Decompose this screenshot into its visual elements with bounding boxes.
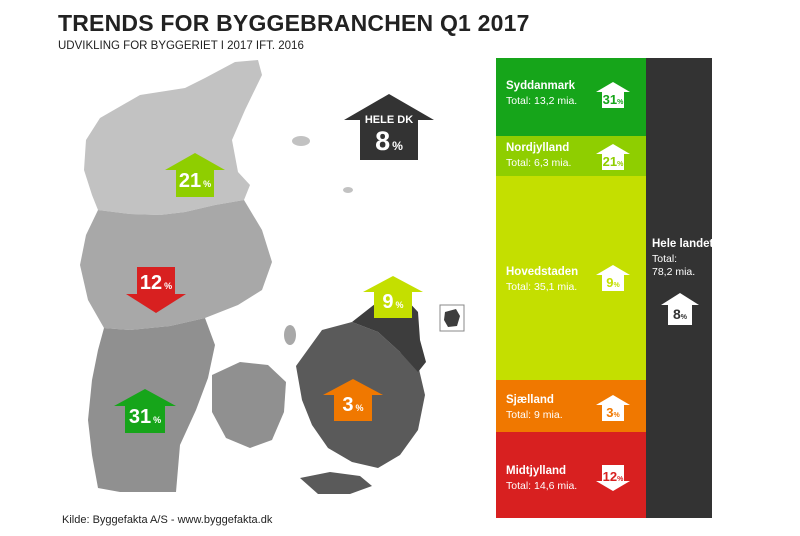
up-arrow-icon bbox=[596, 144, 630, 170]
region-total: Total: 6,3 mia. bbox=[506, 157, 572, 169]
sjaelland-map-value: 3% bbox=[342, 394, 364, 416]
region-name: Sjælland bbox=[506, 394, 554, 406]
panel-segment-syddanmark: Syddanmark Total: 13,2 mia. 31% bbox=[496, 58, 646, 136]
island-laeso bbox=[292, 136, 310, 146]
region-name: Nordjylland bbox=[506, 142, 570, 154]
panel-segment-hovedstaden: Hovedstaden Total: 35,1 mia. 9% bbox=[496, 176, 646, 380]
region-change: 12% bbox=[602, 469, 624, 484]
up-arrow-icon bbox=[596, 82, 630, 108]
source-note: Kilde: Byggefakta A/S - www.byggefakta.d… bbox=[62, 514, 273, 526]
up-arrow-icon bbox=[114, 389, 176, 433]
panel-segment-sjaelland: Sjælland Total: 9 mia. 3% bbox=[496, 380, 646, 432]
region-name: Midtjylland bbox=[506, 465, 567, 477]
region-change: 31% bbox=[602, 92, 624, 107]
region-midtjylland-shape bbox=[80, 200, 272, 330]
arrow-syddanmark: 31% bbox=[113, 388, 177, 434]
region-nordjylland-shape bbox=[84, 60, 262, 215]
region-total: Total: 35,1 mia. bbox=[506, 281, 578, 293]
region-lolland-shape bbox=[300, 472, 372, 494]
region-total: Total: 9 mia. bbox=[506, 409, 563, 421]
hele-landet-change: 8% bbox=[672, 306, 688, 322]
hele-dk-value: 8% bbox=[375, 126, 403, 156]
arrow-sjaelland: 3% bbox=[322, 378, 384, 422]
down-arrow-icon bbox=[596, 465, 630, 491]
hele-landet-name: Hele landet bbox=[652, 238, 714, 250]
up-arrow-icon bbox=[344, 94, 434, 160]
bornholm-shape bbox=[444, 309, 460, 327]
panel-segment-hele-landet: Hele landet Total: 78,2 mia. 8% bbox=[646, 58, 714, 518]
hovedstaden-map-value: 9% bbox=[382, 291, 404, 313]
hele-dk-label: HELE DK bbox=[364, 114, 414, 126]
down-arrow-icon bbox=[126, 267, 186, 313]
up-arrow-icon bbox=[661, 293, 699, 325]
page-subtitle: UDVIKLING FOR BYGGERIET I 2017 IFT. 2016 bbox=[58, 40, 304, 52]
region-total: Total: 13,2 mia. bbox=[506, 95, 578, 107]
region-name: Hovedstaden bbox=[506, 266, 579, 278]
region-change: 9% bbox=[606, 275, 620, 290]
arrow-nordjylland: 21% bbox=[164, 152, 226, 198]
up-arrow-icon bbox=[596, 395, 630, 421]
hele-landet-total-label: Total: bbox=[652, 253, 678, 265]
page-title: TRENDS FOR BYGGEBRANCHEN Q1 2017 bbox=[58, 10, 530, 36]
arrow-hele-dk: HELE DK 8% bbox=[342, 92, 436, 162]
arrow-hovedstaden: 9% bbox=[362, 275, 424, 319]
island-anholt bbox=[343, 187, 353, 193]
arrow-midtjylland: 12% bbox=[125, 266, 187, 314]
syddanmark-map-value: 31% bbox=[128, 406, 162, 428]
up-arrow-icon bbox=[323, 379, 383, 421]
region-fyn-shape bbox=[212, 362, 286, 448]
up-arrow-icon bbox=[165, 153, 225, 197]
region-panel: Syddanmark Total: 13,2 mia. 31% Nordjyll… bbox=[496, 58, 646, 518]
region-change: 21% bbox=[602, 154, 624, 169]
nordjylland-map-value: 21% bbox=[178, 170, 212, 192]
panel-segment-nordjylland: Nordjylland Total: 6,3 mia. 21% bbox=[496, 136, 646, 176]
island-samso bbox=[284, 325, 296, 345]
up-arrow-icon bbox=[363, 276, 423, 318]
region-name: Syddanmark bbox=[506, 80, 576, 92]
panel-segment-midtjylland: Midtjylland Total: 14,6 mia. 12% bbox=[496, 432, 646, 518]
up-arrow-icon bbox=[596, 265, 630, 291]
region-change: 3% bbox=[606, 405, 620, 420]
bornholm-inset-frame bbox=[439, 304, 465, 332]
region-total: Total: 14,6 mia. bbox=[506, 480, 578, 492]
hele-landet-total-value: 78,2 mia. bbox=[652, 266, 696, 278]
midtjylland-map-value: 12% bbox=[139, 272, 173, 294]
